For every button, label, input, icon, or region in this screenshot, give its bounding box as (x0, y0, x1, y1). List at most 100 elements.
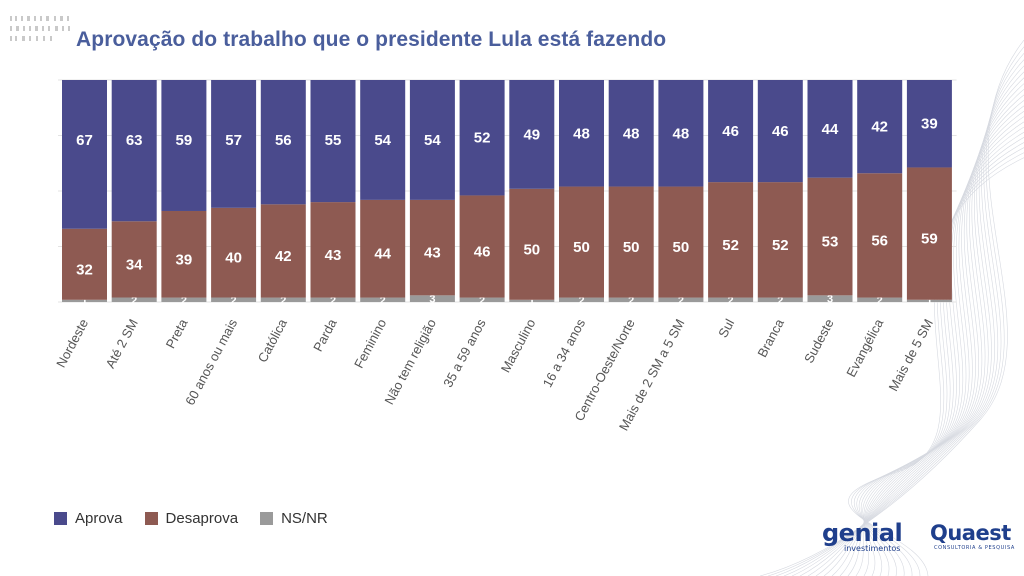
legend-label-desaprova: Desaprova (165, 510, 239, 527)
data-label-desaprova-13: 52 (722, 237, 739, 254)
bar-nsnr-0 (62, 299, 107, 302)
bar-aprova-9 (509, 80, 555, 189)
bar-aprova-4 (260, 80, 306, 205)
bar-nsnr-1 (111, 297, 157, 302)
data-label-desaprova-8: 46 (474, 244, 491, 261)
data-label-desaprova-16: 56 (871, 232, 888, 249)
category-label-10: 16 a 34 anos (540, 316, 589, 390)
data-label-nsnr-17: 1 (926, 296, 932, 308)
data-label-nsnr-8: 2 (479, 295, 485, 307)
bar-aprova-15 (807, 80, 853, 178)
data-label-aprova-3: 57 (225, 132, 242, 149)
category-label-8: 35 a 59 anos (440, 316, 489, 390)
bar-desaprova-13 (708, 182, 754, 298)
bar-aprova-3 (211, 80, 257, 208)
data-label-nsnr-12: 2 (678, 295, 684, 307)
data-label-desaprova-5: 43 (325, 247, 342, 264)
bar-desaprova-2 (161, 210, 207, 298)
bar-nsnr-12 (658, 297, 704, 302)
bar-desaprova-7 (409, 199, 455, 296)
legend-swatch-nsnr (260, 512, 274, 525)
background-wave-line-3 (783, 59, 1024, 576)
bar-nsnr-14 (757, 297, 803, 302)
data-label-desaprova-14: 52 (772, 237, 789, 254)
quaest-logo-word: Quaest (930, 521, 1011, 545)
data-label-desaprova-1: 34 (126, 256, 143, 273)
genial-logo-sub: investimentos (844, 544, 901, 553)
bar-aprova-13 (708, 80, 754, 183)
data-label-aprova-17: 39 (921, 116, 938, 133)
data-label-aprova-13: 46 (722, 123, 739, 140)
legend-item-nsnr: NS/NR (260, 510, 328, 527)
bar-aprova-12 (658, 80, 704, 187)
data-label-desaprova-3: 40 (225, 250, 242, 267)
legend-label-nsnr: NS/NR (281, 510, 328, 527)
bar-nsnr-10 (559, 297, 604, 302)
quaest-logo: Quaest CONSULTORIA & PESQUISA (930, 522, 1015, 552)
data-label-aprova-10: 48 (573, 125, 590, 142)
legend-label-aprova: Aprova (75, 510, 123, 527)
data-label-aprova-0: 67 (76, 132, 93, 149)
bar-desaprova-16 (857, 173, 903, 298)
bar-nsnr-15 (807, 295, 853, 302)
data-label-nsnr-14: 2 (777, 295, 783, 307)
data-label-desaprova-10: 50 (573, 239, 590, 256)
legend-swatch-desaprova (144, 512, 158, 525)
data-label-aprova-8: 52 (474, 130, 491, 147)
category-label-15: Sudeste (801, 316, 837, 365)
data-label-aprova-7: 54 (424, 132, 441, 149)
category-label-4: Católica (255, 316, 291, 365)
bar-desaprova-10 (559, 186, 604, 298)
data-label-desaprova-9: 50 (523, 241, 540, 258)
data-label-desaprova-0: 32 (76, 261, 93, 278)
data-label-desaprova-11: 50 (623, 239, 640, 256)
bar-desaprova-3 (211, 207, 257, 298)
bar-desaprova-6 (360, 199, 406, 298)
bar-nsnr-17 (906, 299, 952, 302)
data-label-desaprova-7: 43 (424, 245, 441, 262)
background-wave-line-1 (767, 46, 1024, 576)
background-wave-line-6 (807, 77, 1024, 576)
genial-logo-word: genial (822, 519, 903, 547)
data-label-nsnr-0: 1 (81, 296, 87, 308)
background-wave-line-14 (863, 121, 1024, 576)
background-wave-line-7 (815, 83, 1024, 576)
bar-desaprova-5 (310, 202, 356, 298)
data-label-aprova-11: 48 (623, 125, 640, 142)
legend-item-aprova: Aprova (54, 510, 123, 527)
bar-aprova-8 (459, 80, 505, 196)
bar-nsnr-13 (708, 297, 754, 302)
data-label-aprova-12: 48 (673, 125, 690, 142)
category-label-5: Parda (310, 316, 340, 354)
bar-aprova-6 (360, 80, 406, 200)
bar-nsnr-7 (409, 295, 455, 302)
bar-aprova-10 (559, 80, 604, 187)
background-wave-line-11 (847, 105, 1024, 576)
data-label-aprova-4: 56 (275, 132, 292, 149)
bar-nsnr-4 (260, 297, 306, 302)
chart-title: Aprovação do trabalho que o presidente L… (76, 28, 667, 51)
bar-aprova-0 (62, 80, 107, 229)
bar-nsnr-11 (608, 297, 654, 302)
data-label-nsnr-4: 2 (280, 295, 286, 307)
category-label-0: Nordeste (53, 316, 91, 370)
data-label-nsnr-10: 2 (578, 295, 584, 307)
category-label-3: 60 anos ou mais (182, 316, 240, 408)
category-label-7: Não tem religião (381, 316, 439, 407)
bar-aprova-11 (608, 80, 654, 187)
bar-desaprova-11 (608, 186, 654, 298)
data-label-nsnr-13: 2 (728, 295, 734, 307)
background-wave-line-2 (775, 53, 1024, 576)
data-label-desaprova-15: 53 (822, 234, 839, 251)
data-label-nsnr-11: 2 (628, 295, 634, 307)
genial-logo: genial investimentos (822, 519, 903, 553)
bar-desaprova-14 (757, 182, 803, 298)
data-label-nsnr-5: 2 (330, 295, 336, 307)
data-label-desaprova-4: 42 (275, 248, 292, 265)
category-label-6: Feminino (351, 316, 389, 370)
background-wave-line-4 (791, 65, 1024, 576)
data-label-nsnr-9: 1 (529, 296, 535, 308)
data-label-nsnr-7: 3 (429, 294, 435, 306)
